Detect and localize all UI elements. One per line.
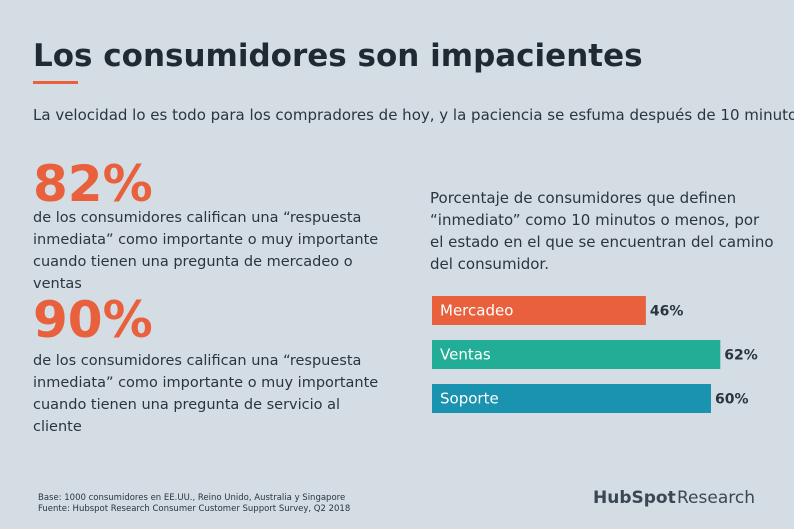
chart-title: el estado en el que se encuentran del ca… xyxy=(430,233,774,251)
stat-figure: 82% xyxy=(33,155,153,213)
brand-suffix: Research xyxy=(677,488,755,508)
bar xyxy=(432,296,646,325)
footnote: Fuente: Hubspot Research Consumer Custom… xyxy=(38,504,350,514)
stat-text: de los consumidores califican una “respu… xyxy=(33,353,361,369)
footnote: Base: 1000 consumidores en EE.UU., Reino… xyxy=(38,493,345,503)
stat-text: ventas xyxy=(33,276,82,292)
value-label: 62% xyxy=(724,348,758,364)
bar xyxy=(432,340,721,369)
stat-text: cliente xyxy=(33,419,82,435)
stat-figure: 90% xyxy=(33,291,153,349)
brand: HubSpot xyxy=(593,488,676,508)
bar-category: Mercadeo xyxy=(440,302,513,320)
bar-category: Ventas xyxy=(440,346,491,364)
value-label: 46% xyxy=(650,304,684,320)
stat-text: de los consumidores califican una “respu… xyxy=(33,210,361,226)
bar-category: Soporte xyxy=(440,390,499,408)
stat-text: inmediata” como importante o muy importa… xyxy=(33,375,378,391)
title-rule xyxy=(33,81,78,84)
chart-title: “inmediato” como 10 minutos o menos, por xyxy=(430,211,760,229)
value-label: 60% xyxy=(715,392,749,408)
subtitle: La velocidad lo es todo para los comprad… xyxy=(33,106,794,124)
stat-text: cuando tienen una pregunta de mercadeo o xyxy=(33,254,353,270)
chart-title: del consumidor. xyxy=(430,255,549,273)
stat-text: cuando tienen una pregunta de servicio a… xyxy=(33,397,340,413)
title: Los consumidores son impacientes xyxy=(33,38,643,74)
chart-title: Porcentaje de consumidores que definen xyxy=(430,189,736,207)
stat-text: inmediata” como importante o muy importa… xyxy=(33,232,378,248)
bar xyxy=(432,384,711,413)
